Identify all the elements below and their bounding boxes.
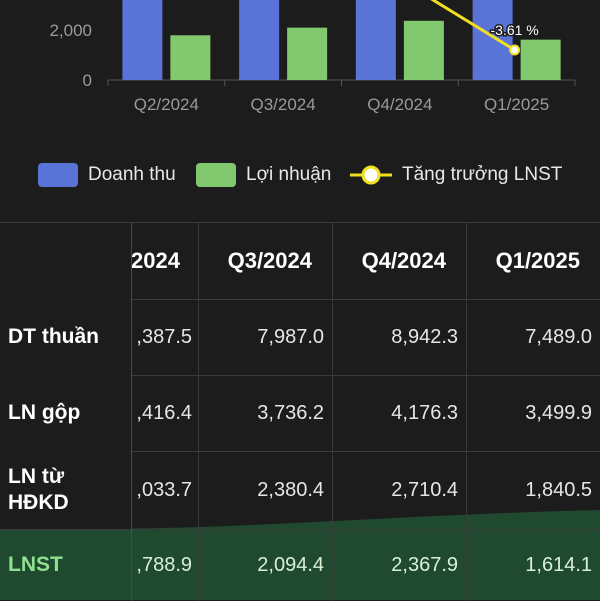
table-row: DT thuần ,387.5 7,987.0 8,942.3 7,489.0 <box>0 299 600 376</box>
legend-line-icon <box>350 165 392 185</box>
column-header: Q3/2024 <box>227 248 312 273</box>
table-cell: ,416.4 <box>136 401 192 424</box>
y-tick-label: 2,000 <box>49 21 92 40</box>
x-tick-label: Q1/2025 <box>484 95 549 114</box>
financial-table[interactable]: 2024 Q3/2024 Q4/2024 Q1/2025 DT thuần ,3… <box>0 222 600 601</box>
table-cell: 3,499.9 <box>525 401 592 424</box>
table-cell: ,033.7 <box>136 478 192 501</box>
chart-legend: Doanh thu Lợi nhuận Tăng trưởng LNST <box>0 160 600 194</box>
highlight-wave <box>0 510 600 600</box>
bar-revenue[interactable] <box>355 0 396 80</box>
legend-swatch-revenue <box>38 163 78 187</box>
x-tick-label: Q4/2024 <box>367 95 432 114</box>
legend-item-growth[interactable]: Tăng trưởng LNST <box>350 163 562 187</box>
table-cell: 1,614.1 <box>525 553 592 576</box>
legend-item-profit[interactable]: Lợi nhuận <box>196 163 331 187</box>
table-cell: ,788.9 <box>136 553 192 576</box>
table-cell: ,387.5 <box>136 325 192 348</box>
table-cell: 7,987.0 <box>257 325 324 348</box>
row-label: DT thuần <box>0 299 132 375</box>
table-cell: 1,840.5 <box>525 478 592 501</box>
bar-revenue[interactable] <box>122 0 163 80</box>
table-header-row: 2024 Q3/2024 Q4/2024 Q1/2025 <box>0 223 600 300</box>
table-cell: 8,942.3 <box>391 325 458 348</box>
table-cell: 7,489.0 <box>525 325 592 348</box>
growth-annotation: -3.61 % <box>491 22 539 38</box>
x-tick-label: Q3/2024 <box>251 95 316 114</box>
legend-swatch-profit <box>196 163 236 187</box>
bar-revenue[interactable] <box>472 0 513 80</box>
table-cell: 2,094.4 <box>257 553 324 576</box>
table-cell: 2,367.9 <box>391 553 458 576</box>
legend-label-profit: Lợi nhuận <box>246 164 332 185</box>
table-row: LN từ HĐKD ,033.7 2,380.4 2,710.4 1,840.… <box>0 451 600 530</box>
table-row-highlight: LNST ,788.9 2,094.4 2,367.9 1,614.1 <box>0 529 600 601</box>
legend-item-revenue[interactable]: Doanh thu <box>38 163 176 187</box>
column-header: Q1/2025 <box>495 248 580 273</box>
header-corner <box>0 223 132 299</box>
table-row: LN gộp ,416.4 3,736.2 4,176.3 3,499.9 <box>0 375 600 452</box>
legend-label-growth: Tăng trưởng LNST <box>402 164 563 185</box>
row-label-text: LN từ HĐKD <box>8 465 69 514</box>
table-cell: 3,736.2 <box>257 401 324 424</box>
growth-line <box>430 0 516 52</box>
x-tick-label: Q2/2024 <box>134 95 199 114</box>
bar-revenue[interactable] <box>239 0 280 80</box>
row-label: LNST <box>0 529 132 601</box>
legend-label-revenue: Doanh thu <box>88 164 176 185</box>
bar-profit[interactable] <box>520 39 561 80</box>
bar-profit[interactable] <box>170 35 211 80</box>
table-cell: 2,380.4 <box>257 478 324 501</box>
row-label: LN gộp <box>0 375 132 451</box>
row-label: LN từ HĐKD <box>0 451 132 529</box>
table-cell: 4,176.3 <box>391 401 458 424</box>
growth-point[interactable] <box>509 44 521 56</box>
column-header: Q4/2024 <box>361 248 446 273</box>
bar-profit[interactable] <box>403 20 444 81</box>
column-header: 2024 <box>131 248 180 273</box>
bar-profit[interactable] <box>287 27 328 80</box>
chart: 0 2,000 Q2/2024 Q3/2024 Q4/2024 Q1/2025 -3.61 … <box>49 0 576 114</box>
table-cell: 2,710.4 <box>391 478 458 501</box>
y-tick-label: 0 <box>83 71 92 90</box>
